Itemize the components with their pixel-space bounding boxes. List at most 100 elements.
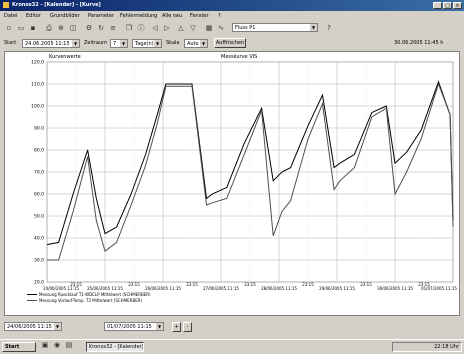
window-title: Kronos32 - [Kalender] - [Kurve] [12,2,101,8]
y-tick-label: 100.0 [31,104,44,110]
chevron-down-icon[interactable]: ▼ [120,40,127,47]
up-icon[interactable]: △ [178,24,184,32]
y-tick-label: 80.0 [34,148,44,154]
y-tick-label: 70.0 [34,170,44,176]
right-plot-title: Messkurve VIS [221,54,258,60]
cursor-date-field-right[interactable]: 01/07/2005 11:15 ▼ [104,322,164,331]
range-unit-value: Tage(n) [135,41,154,47]
range-label: Zeitraum [84,40,108,46]
x-subtick-label: 23:15 [418,282,430,287]
zoom-out-button[interactable]: - [183,322,192,332]
y-tick-label: 50.0 [34,214,44,220]
chevron-down-icon[interactable]: ▼ [156,323,163,330]
forward-icon[interactable]: ▷ [164,24,170,32]
menu-window[interactable]: Fenster [190,13,209,19]
chevron-down-icon[interactable]: ▼ [154,40,161,47]
update-button[interactable]: Auffrischen [214,38,246,48]
start-label: Start [4,40,17,46]
x-tick-label: 24/06/2005 11:15 [43,286,79,291]
title-bar: Kronos32 - [Kalender] - [Kurve] _ □ × [0,0,464,11]
range-value: 7 [113,41,117,47]
grid-icon[interactable]: ▦ [205,24,213,32]
main-toolbar: ▫ ▭ ▪ ⎙ ⊕ ◫ ⚙ ↻ ≡ ❐ ⓘ ◁ ▷ △ ▽ ▦ ∿ Fluss … [0,20,464,37]
menu-params[interactable]: Parameter [88,13,115,19]
scale-value: Auto [187,41,199,47]
minimize-button[interactable]: _ [433,2,442,9]
menu-help[interactable]: ? [218,13,221,19]
menu-file[interactable]: Datei [4,13,18,19]
refresh-icon[interactable]: ↻ [98,24,104,32]
print-icon[interactable]: ⎙ [46,24,52,32]
y-tick-label: 120.0 [31,60,44,66]
bottom-bar: 24/06/2005 11:15 ▼ 01/07/2005 11:15 ▼ + … [0,318,464,336]
chevron-down-icon[interactable]: ▼ [200,40,207,47]
start-date-value: 24.06.2005 11:15 [25,41,70,47]
menu-errors[interactable]: Fehlermeldung [120,13,158,19]
taskbar: Start ▣ ◉ ▤ Kronos32 - [Kalender] 22:18 … [0,339,464,354]
chevron-down-icon[interactable]: ▼ [54,323,61,330]
y-tick-label: 60.0 [34,192,44,198]
time-toolbar: Start 24.06.2005 11:15 ▼ Zeitraum 7 ▼ Ta… [0,36,464,50]
copy-icon[interactable]: ❐ [125,24,133,32]
cursor-date-right-value: 01/07/2005 11:15 [107,324,152,330]
zoom-icon[interactable]: ⊕ [58,24,64,32]
legend-entry: Messung Ruecklauf T1-WDCLP Mittelwert (S… [39,292,151,297]
x-subtick-label: 23:15 [186,282,198,287]
x-tick-label: 30/06/2005 11:15 [377,286,413,291]
y-tick-label: 110.0 [31,82,44,88]
series-line-1 [46,80,454,246]
chevron-down-icon[interactable]: ▼ [310,24,317,31]
scale-label: Skala [166,40,180,46]
maximize-button[interactable]: □ [443,2,452,9]
close-button[interactable]: × [453,2,462,9]
menu-images[interactable]: Grundbilder [50,13,80,19]
back-icon[interactable]: ◁ [152,24,158,32]
x-subtick-label: 23:15 [128,282,140,287]
x-subtick-label: 23:15 [244,282,256,287]
x-tick-label: 25/06/2005 11:15 [87,286,123,291]
curve-select-value: Fluss P1 [235,25,256,31]
x-subtick-label: 23:15 [302,282,314,287]
x-tick-label: 01/07/2005 11:15 [421,286,457,291]
curve-select[interactable]: Fluss P1 ▼ [232,23,318,32]
chart-icon[interactable]: ◫ [69,24,77,32]
legend-entry: Messung Vorlauf-Temp. T2 Mittelwert (SCH… [39,298,143,303]
save-icon[interactable]: ▪ [30,24,36,32]
browser-icon[interactable]: ◉ [53,341,61,349]
y-tick-label: 30.0 [34,258,44,264]
list-icon[interactable]: ≡ [110,24,116,32]
x-subtick-label: 23:15 [360,282,372,287]
new-icon[interactable]: ▫ [6,24,12,32]
menu-bar: Datei Editor Grundbilder Parameter Fehle… [0,11,464,20]
series-line-2 [47,82,454,261]
x-tick-label: 29/06/2005 11:15 [319,286,355,291]
taskbar-item-kronos[interactable]: Kronos32 - [Kalender] [86,342,144,352]
desktop-icon[interactable]: ▣ [41,341,49,349]
start-date-field[interactable]: 24.06.2005 11:15 ▼ [22,39,80,48]
cursor-date-value: 24/06/2005 11:15 [7,324,52,330]
system-tray: 22:18 Uhr [392,342,462,352]
zoom-in-button[interactable]: + [172,322,181,332]
menu-edit[interactable]: Editor [26,13,41,19]
y-tick-label: 40.0 [34,236,44,242]
cursor-date-field[interactable]: 24/06/2005 11:15 ▼ [4,322,62,331]
settings-icon[interactable]: ⚙ [85,24,93,32]
curve-icon[interactable]: ∿ [218,24,224,32]
chevron-down-icon[interactable]: ▼ [72,40,79,47]
chart-panel: Kurvenwerte Messkurve VIS 120.0 110.0 100.… [4,51,460,316]
open-icon[interactable]: ▭ [17,24,25,32]
clock: 22:18 Uhr [434,344,459,350]
scale-field[interactable]: Auto ▼ [184,39,208,48]
status-text: 30.06.2005 11:45 h [394,40,444,46]
line-chart[interactable]: 120.0 110.0 100.0 90.0 80.0 70.0 60.0 50.0 40.0 3… [5,52,459,315]
menu-all[interactable]: Alle neu [162,13,183,19]
help-icon[interactable]: ? [327,24,331,32]
info-icon[interactable]: ⓘ [137,24,145,32]
folder-icon[interactable]: ▤ [65,341,73,349]
x-tick-label: 28/06/2005 11:15 [261,286,297,291]
x-tick-label: 26/06/2005 11:15 [145,286,181,291]
down-icon[interactable]: ▽ [190,24,196,32]
range-field[interactable]: 7 ▼ [110,39,128,48]
range-unit-field[interactable]: Tage(n) ▼ [132,39,162,48]
start-button[interactable]: Start [2,342,36,352]
